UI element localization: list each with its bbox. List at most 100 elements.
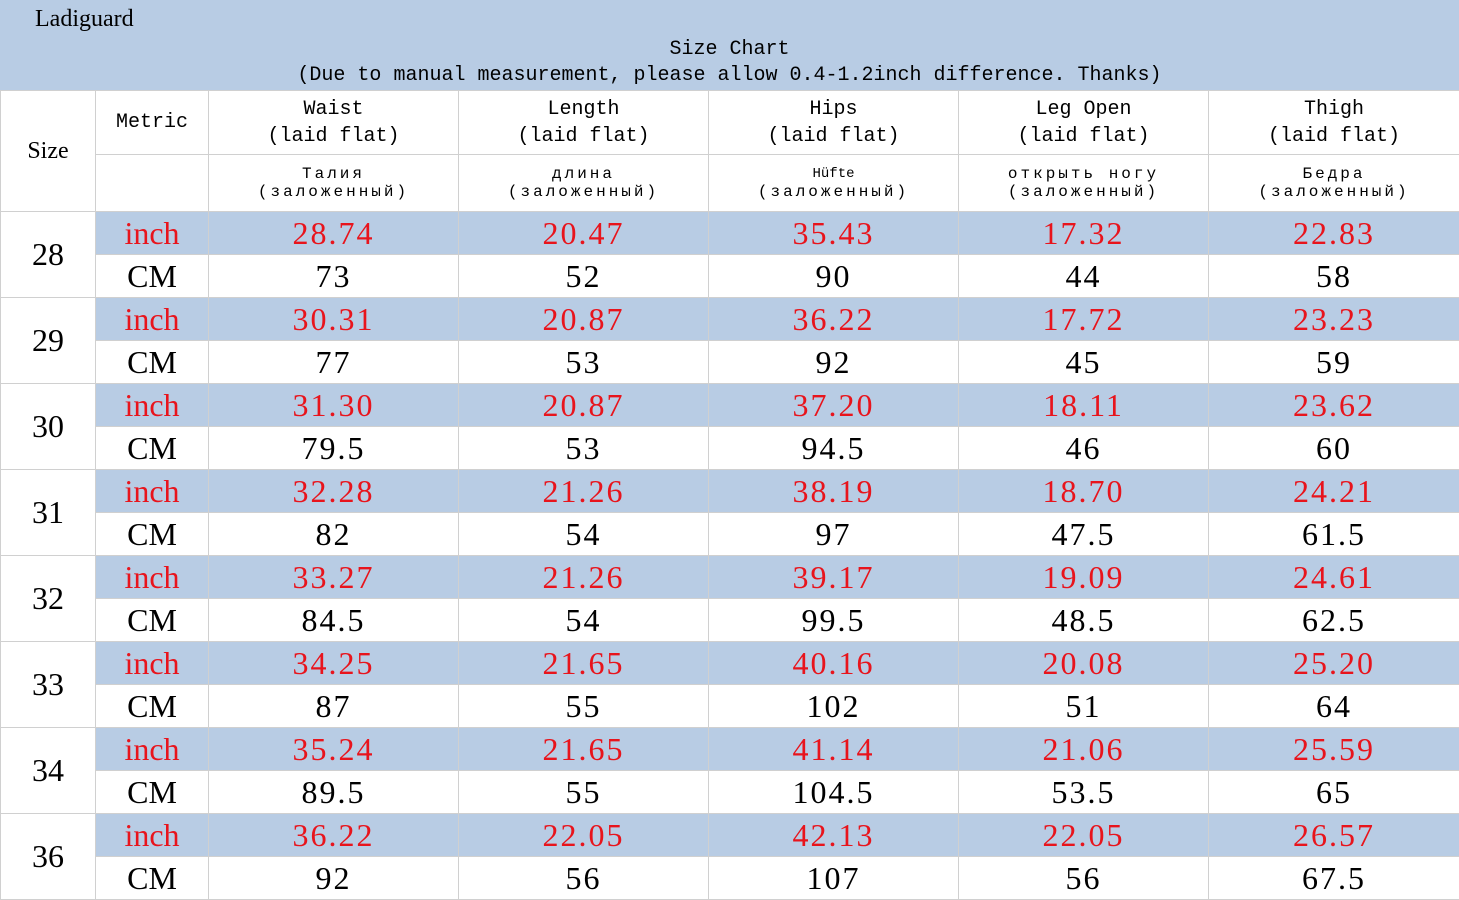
size-label: 36 [0, 813, 96, 900]
brand-name: Ladiguard [35, 6, 134, 32]
unit-cm-label: CM [95, 340, 209, 384]
header-row-translated: Талия (заложенный) длина (заложенный) Hüft… [1, 154, 1459, 212]
unit-cm-label: CM [95, 512, 209, 556]
cm-value-cell: 53 [458, 340, 709, 384]
cm-value-cell: 104.5 [708, 770, 959, 814]
cm-value-cell: 99.5 [708, 598, 959, 642]
inch-value-cell: 22.83 [1208, 211, 1459, 255]
cm-value-cell: 60 [1208, 426, 1459, 470]
inch-value-cell: 23.23 [1208, 297, 1459, 341]
inch-value-cell: 18.11 [958, 383, 1209, 427]
header-row-english: Size Metric Waist (laid flat) Length (laid… [0, 90, 1459, 212]
cm-value-cell: 58 [1208, 254, 1459, 298]
inch-value-cell: 21.65 [458, 641, 709, 685]
cm-value-cell: 92 [708, 340, 959, 384]
inch-value-cell: 21.26 [458, 555, 709, 599]
size-label: 28 [0, 211, 96, 298]
waist-column-header: Waist (laid flat) [208, 90, 459, 155]
cm-value-cell: 56 [958, 856, 1209, 900]
size-label: 31 [0, 469, 96, 556]
size-row-inch: 28 inch 28.74 20.47 35.43 17.32 22.83 [0, 211, 1459, 298]
inch-value-cell: 37.20 [708, 383, 959, 427]
measurement-note: (Due to manual measurement, please allow… [297, 64, 1162, 87]
inch-value-cell: 22.05 [458, 813, 709, 857]
cm-value-cell: 46 [958, 426, 1209, 470]
cm-value-cell: 87 [208, 684, 459, 728]
inch-value-cell: 20.47 [458, 211, 709, 255]
cm-value-cell: 77 [208, 340, 459, 384]
cm-value-cell: 65 [1208, 770, 1459, 814]
unit-inch-label: inch [95, 469, 209, 513]
inch-value-cell: 25.20 [1208, 641, 1459, 685]
chart-title: Size Chart [669, 38, 790, 61]
unit-cm-label: CM [95, 684, 209, 728]
inch-value-cell: 21.26 [458, 469, 709, 513]
unit-inch-label: inch [95, 641, 209, 685]
size-row-inch: 36 inch 36.22 22.05 42.13 22.05 26.57 [0, 813, 1459, 900]
cm-value-cell: 54 [458, 512, 709, 556]
size-label: 32 [0, 555, 96, 642]
metric-column-header: Metric [95, 90, 209, 155]
unit-cm-label: CM [95, 426, 209, 470]
inch-value-cell: 26.57 [1208, 813, 1459, 857]
inch-value-cell: 36.22 [708, 297, 959, 341]
inch-value-cell: 35.43 [708, 211, 959, 255]
size-row-inch: 33 inch 34.25 21.65 40.16 20.08 25.20 [0, 641, 1459, 728]
cm-value-cell: 55 [458, 684, 709, 728]
cm-value-cell: 56 [458, 856, 709, 900]
inch-value-cell: 21.06 [958, 727, 1209, 771]
cm-value-cell: 107 [708, 856, 959, 900]
inch-value-cell: 36.22 [208, 813, 459, 857]
unit-cm-label: CM [95, 598, 209, 642]
cm-value-cell: 59 [1208, 340, 1459, 384]
size-row-cm: CM 82 54 97 47.5 61.5 [1, 512, 1459, 556]
cm-value-cell: 79.5 [208, 426, 459, 470]
size-row-inch: 34 inch 35.24 21.65 41.14 21.06 25.59 [0, 727, 1459, 814]
inch-value-cell: 25.59 [1208, 727, 1459, 771]
cm-value-cell: 82 [208, 512, 459, 556]
cm-value-cell: 64 [1208, 684, 1459, 728]
size-column-header: Size [0, 90, 96, 212]
inch-value-cell: 38.19 [708, 469, 959, 513]
cm-value-cell: 67.5 [1208, 856, 1459, 900]
length-translated-header: длина (заложенный) [458, 154, 709, 212]
cm-value-cell: 52 [458, 254, 709, 298]
unit-inch-label: inch [95, 813, 209, 857]
size-row-inch: 32 inch 33.27 21.26 39.17 19.09 24.61 [0, 555, 1459, 642]
cm-value-cell: 84.5 [208, 598, 459, 642]
inch-value-cell: 42.13 [708, 813, 959, 857]
unit-cm-label: CM [95, 254, 209, 298]
inch-value-cell: 31.30 [208, 383, 459, 427]
hips-column-header: Hips (laid flat) [708, 90, 959, 155]
size-row-inch: 29 inch 30.31 20.87 36.22 17.72 23.23 [0, 297, 1459, 384]
unit-inch-label: inch [95, 297, 209, 341]
inch-value-cell: 39.17 [708, 555, 959, 599]
inch-value-cell: 20.08 [958, 641, 1209, 685]
cm-value-cell: 51 [958, 684, 1209, 728]
size-row-cm: CM 89.5 55 104.5 53.5 65 [1, 770, 1459, 814]
inch-value-cell: 41.14 [708, 727, 959, 771]
unit-cm-label: CM [95, 856, 209, 900]
inch-value-cell: 17.32 [958, 211, 1209, 255]
size-label: 29 [0, 297, 96, 384]
unit-inch-label: inch [95, 555, 209, 599]
size-row-cm: CM 79.5 53 94.5 46 60 [1, 426, 1459, 470]
cm-value-cell: 73 [208, 254, 459, 298]
size-row-cm: CM 77 53 92 45 59 [1, 340, 1459, 384]
inch-value-cell: 22.05 [958, 813, 1209, 857]
inch-value-cell: 32.28 [208, 469, 459, 513]
unit-cm-label: CM [95, 770, 209, 814]
leg-open-translated-header: открыть ногу (заложенный) [958, 154, 1209, 212]
cm-value-cell: 44 [958, 254, 1209, 298]
cm-value-cell: 53.5 [958, 770, 1209, 814]
inch-value-cell: 30.31 [208, 297, 459, 341]
thigh-translated-header: Бедра (заложенный) [1208, 154, 1459, 212]
metric-translated-header [95, 154, 209, 212]
chart-header: Ladiguard Size Chart (Due to manual meas… [0, 0, 1459, 90]
inch-value-cell: 34.25 [208, 641, 459, 685]
inch-value-cell: 40.16 [708, 641, 959, 685]
cm-value-cell: 92 [208, 856, 459, 900]
cm-value-cell: 55 [458, 770, 709, 814]
inch-value-cell: 24.21 [1208, 469, 1459, 513]
inch-value-cell: 23.62 [1208, 383, 1459, 427]
